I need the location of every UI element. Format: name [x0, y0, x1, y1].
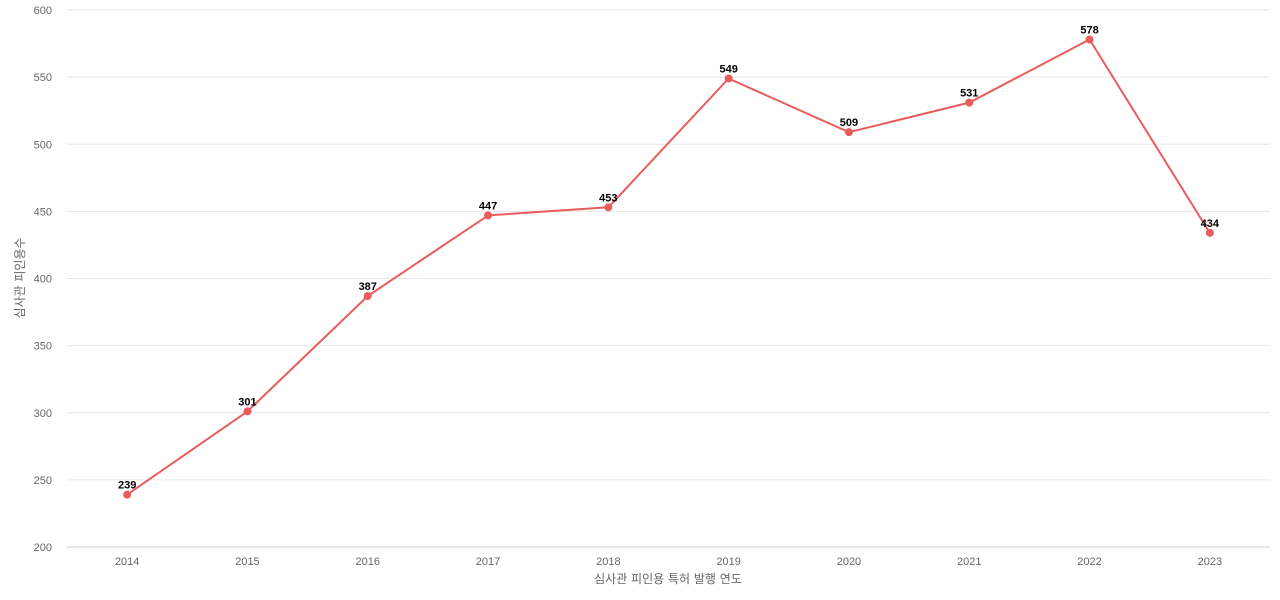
- x-tick-label: 2018: [596, 556, 620, 568]
- y-tick-label: 200: [34, 542, 52, 554]
- data-label: 578: [1080, 25, 1098, 37]
- data-label: 239: [118, 480, 136, 492]
- y-tick-label: 250: [34, 475, 52, 487]
- y-tick-labels: 200 250 300 350 400 450 500 550 600: [34, 5, 52, 554]
- data-label: 434: [1201, 218, 1220, 230]
- x-tick-label: 2022: [1077, 556, 1101, 568]
- y-tick-label: 500: [34, 139, 52, 151]
- x-axis-title: 심사관 피인용 특허 발행 연도: [594, 571, 742, 586]
- y-tick-label: 400: [34, 274, 52, 286]
- x-tick-label: 2014: [115, 556, 139, 568]
- y-tick-label: 350: [34, 341, 52, 353]
- data-point[interactable]: [844, 128, 853, 137]
- data-point[interactable]: [363, 291, 372, 300]
- grid-layer: [67, 9, 1270, 548]
- y-tick-label: 450: [34, 206, 52, 218]
- data-label: 509: [840, 117, 858, 129]
- x-tick-label: 2023: [1198, 556, 1222, 568]
- data-label: 531: [960, 88, 978, 100]
- data-point[interactable]: [965, 98, 974, 107]
- data-labels: 239 301 387 447 453 549 509 531 578 434: [118, 25, 1220, 492]
- x-tick-label: 2016: [356, 556, 380, 568]
- x-tick-label: 2015: [235, 556, 259, 568]
- data-point[interactable]: [484, 211, 493, 220]
- data-label: 301: [238, 396, 256, 408]
- data-point[interactable]: [243, 407, 252, 416]
- data-label: 549: [719, 63, 737, 75]
- x-tick-label: 2017: [476, 556, 500, 568]
- data-label: 453: [599, 192, 617, 204]
- y-axis-title: 심사관 피인용수: [13, 237, 27, 318]
- data-label: 387: [359, 281, 377, 293]
- x-tick-label: 2021: [957, 556, 981, 568]
- y-tick-label: 300: [34, 408, 52, 420]
- data-point[interactable]: [724, 74, 733, 83]
- series-line: [126, 38, 1211, 496]
- data-point[interactable]: [604, 203, 613, 212]
- series-layer: [123, 35, 1214, 499]
- x-tick-label: 2020: [837, 556, 861, 568]
- x-tick-label: 2019: [716, 556, 740, 568]
- y-tick-label: 600: [34, 5, 52, 17]
- data-point[interactable]: [1085, 35, 1094, 44]
- data-point[interactable]: [123, 490, 132, 499]
- data-point[interactable]: [1205, 228, 1214, 237]
- y-tick-label: 550: [34, 72, 52, 84]
- x-tick-labels: 2014 2015 2016 2017 2018 2019 2020 2021 2022 2023: [115, 556, 1222, 568]
- data-label: 447: [479, 200, 497, 212]
